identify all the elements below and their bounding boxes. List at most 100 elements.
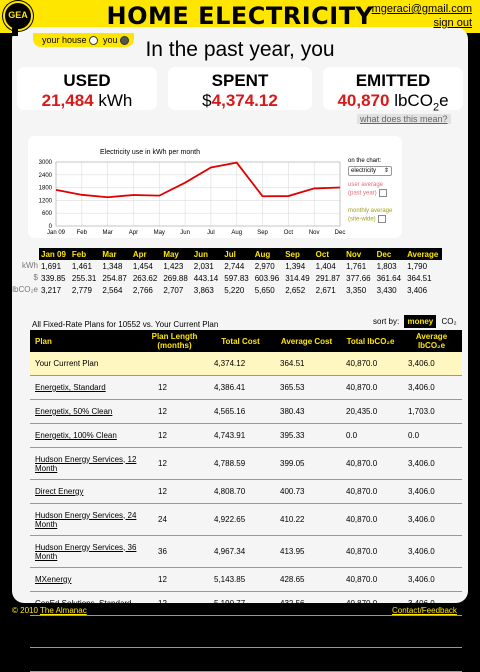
- row-label-dollars: $: [33, 273, 38, 282]
- monthly-average-label: monthly average: [348, 208, 393, 214]
- plan-name-link[interactable]: Hudson Energy Services, 24 Month: [35, 510, 137, 529]
- plan-name-link[interactable]: Direct Energy: [35, 487, 84, 496]
- plan-row[interactable]: ConEd Solutions, 100% Wind 12 5,749.36 479.…: [30, 647, 462, 672]
- used-label: USED: [63, 71, 111, 90]
- you-radio[interactable]: [119, 35, 129, 45]
- x-tick-label: May: [154, 230, 165, 236]
- usage-cell: 1,454: [132, 261, 153, 271]
- plan-name-link[interactable]: Energetix, 50% Clean: [35, 407, 113, 416]
- plan-cell: 3,406.0: [402, 591, 462, 616]
- plan-cell: 12: [142, 399, 208, 424]
- chart-metric-select[interactable]: electricity ⇕: [348, 166, 392, 176]
- plan-row[interactable]: Direct Energy 12 4,808.70 400.73 40,870.0 3,4…: [30, 479, 462, 504]
- emitted-card: EMITTED 40,870 lbCO2e: [323, 67, 463, 113]
- plan-row[interactable]: Energetix, 50% Clean 12 4,565.16 380.43 20,4…: [30, 399, 462, 424]
- usage-cell: 377.66: [346, 273, 371, 283]
- plan-row[interactable]: MXenergy 12 5,143.85 428.65 40,870.0 3,406.0: [30, 567, 462, 592]
- x-tick-label: Mar: [102, 230, 112, 236]
- usage-cell: 3,350: [346, 285, 367, 295]
- plan-cell: 5,143.85: [208, 567, 274, 592]
- plan-row[interactable]: Hudson Energy Services, 24 Month 24 4,922.…: [30, 503, 462, 536]
- plan-cell: 3,406.0: [402, 535, 462, 568]
- plan-name-link[interactable]: Energetix, 100% Clean: [35, 431, 117, 440]
- plan-name-link[interactable]: Hudson Energy Services, 12 Month: [35, 454, 137, 473]
- plan-row[interactable]: Energetix, 100% Clean 12 4,743.91 395.33 0.0…: [30, 423, 462, 448]
- sign-out-link[interactable]: sign out: [433, 17, 472, 29]
- usage-cell: 339.85: [41, 273, 66, 283]
- usage-cell: 1,790: [407, 261, 428, 271]
- plan-name-link[interactable]: MXenergy: [35, 575, 72, 584]
- plan-row[interactable]: Hudson Energy Services, 36 Month 36 4,967.…: [30, 535, 462, 568]
- sort-co2-button[interactable]: CO₂: [441, 317, 457, 326]
- plan-row[interactable]: ConEd Solutions, 65% Run-of-River/35% Wi…: [30, 615, 462, 648]
- plan-cell: 4,788.59: [208, 447, 274, 480]
- sort-controls: sort by: money CO₂: [373, 315, 460, 328]
- plan-name-cell: Direct Energy: [30, 479, 142, 504]
- x-tick-label: Jan 09: [47, 230, 66, 236]
- plan-cell: 36: [142, 535, 208, 568]
- plan-cell: 40,870.0: [340, 447, 402, 480]
- plan-cell: 1,703.0: [402, 399, 462, 424]
- plan-name-cell: Your Current Plan: [30, 352, 142, 376]
- x-tick-label: Dec: [335, 230, 346, 236]
- monthly-average-checkbox[interactable]: [377, 215, 386, 223]
- usage-cell: 2,970: [254, 261, 275, 271]
- y-tick-label: 2400: [39, 173, 53, 179]
- y-tick-label: 1800: [39, 186, 53, 192]
- usage-cell: 603.96: [254, 273, 280, 283]
- plan-cell: 395.33: [274, 423, 340, 448]
- plan-cell: 12: [142, 615, 208, 648]
- usage-cell: 2,707: [163, 285, 184, 295]
- plan-cell: 479.11: [274, 647, 340, 672]
- plans-col-header: Total lbCO₂e: [340, 330, 402, 352]
- plan-cell: 4,386.41: [208, 375, 274, 400]
- plan-cell: 3,406.0: [402, 567, 462, 592]
- plans-col-header: Plan Length (months): [142, 330, 208, 352]
- logo-text: GEA: [8, 10, 28, 20]
- usage-col-header: Dec: [374, 248, 406, 260]
- user-average-checkbox[interactable]: [378, 189, 387, 197]
- plan-name-link[interactable]: Hudson Energy Services, 36 Month: [35, 542, 137, 561]
- monthly-usage-table: Jan 09 Feb Mar Apr May Jun Jul Aug Sep Oct Nov Dec A…: [39, 248, 443, 296]
- usage-row-labels: kWh $ lbCO₂e: [12, 260, 38, 296]
- sort-money-button[interactable]: money: [404, 315, 437, 328]
- usage-row: 1,691 1,461 1,348 1,454 1,423 2,031 2,744 2,970…: [39, 260, 442, 272]
- plan-cell: 3,406.0: [402, 352, 462, 376]
- usage-cell: 255.31: [71, 273, 97, 283]
- plan-name-cell: MXenergy: [30, 567, 142, 592]
- usage-cell: 2,779: [71, 285, 92, 295]
- plan-row[interactable]: Hudson Energy Services, 12 Month 12 4,788.…: [30, 447, 462, 480]
- plan-name-link[interactable]: ConEd Solutions, 65% Run-of-River/35% Wi…: [35, 622, 135, 641]
- plan-cell: 40,870.0: [340, 479, 402, 504]
- footer-contact: Contact/Feedback: [392, 606, 457, 615]
- your-house-radio[interactable]: [88, 35, 98, 45]
- plan-row[interactable]: ConEd Solutions, Standard 12 5,190.77 432.5…: [30, 591, 462, 616]
- x-tick-label: Jun: [180, 230, 190, 236]
- x-tick-label: Sep: [257, 230, 268, 236]
- monthly-average-sub: (site-wide): [348, 216, 376, 223]
- row-label-kwh: kWh: [22, 261, 38, 270]
- plan-cell: 413.95: [274, 535, 340, 568]
- usage-col-header: Jul: [222, 248, 253, 260]
- usage-row: 339.85 255.31 254.87 263.62 269.88 443.14 597.…: [39, 272, 442, 284]
- usage-cell: 3,863: [193, 285, 214, 295]
- emitted-unit-end: e: [439, 91, 449, 110]
- plan-cell: 5,190.77: [208, 591, 274, 616]
- plan-row[interactable]: Energetix, Standard 12 4,386.41 365.53 40,87…: [30, 375, 462, 400]
- y-tick-label: 3000: [39, 160, 53, 166]
- plan-cell: 0.0: [340, 423, 402, 448]
- what-does-this-mean-link[interactable]: what does this mean?: [357, 114, 451, 124]
- footer-copyright: © 2010 The Almanac: [12, 606, 87, 615]
- plan-name-link[interactable]: ConEd Solutions, 100% Wind: [35, 655, 140, 664]
- user-average-option: user average (past year): [348, 182, 387, 198]
- plan-cell: 410.22: [274, 503, 340, 536]
- plan-cell: 12: [142, 567, 208, 592]
- email-link[interactable]: mgeraci@gmail.com: [371, 3, 472, 15]
- usage-col-header: Mar: [100, 248, 131, 260]
- contact-feedback-link[interactable]: Contact/Feedback: [392, 606, 457, 615]
- spent-currency: $: [202, 91, 212, 110]
- almanac-link[interactable]: The Almanac: [40, 606, 87, 615]
- gea-logo[interactable]: GEA: [3, 1, 33, 31]
- plan-name-link[interactable]: ConEd Solutions, Standard: [35, 599, 132, 608]
- plan-name-link[interactable]: Energetix, Standard: [35, 383, 106, 392]
